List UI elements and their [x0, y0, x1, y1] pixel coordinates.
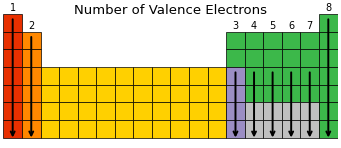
- Bar: [78, 102, 96, 120]
- Text: 8: 8: [325, 3, 331, 13]
- Bar: [282, 32, 300, 49]
- Bar: [300, 67, 319, 85]
- Bar: [208, 85, 226, 102]
- Bar: [152, 102, 170, 120]
- Bar: [282, 120, 300, 138]
- Bar: [3, 85, 22, 102]
- Bar: [245, 67, 263, 85]
- Bar: [152, 120, 170, 138]
- Bar: [319, 102, 338, 120]
- Bar: [78, 120, 96, 138]
- Text: 3: 3: [233, 21, 239, 31]
- Bar: [319, 85, 338, 102]
- Bar: [245, 120, 263, 138]
- Bar: [170, 85, 189, 102]
- Bar: [170, 67, 189, 85]
- Bar: [22, 102, 41, 120]
- Bar: [263, 120, 282, 138]
- Bar: [208, 102, 226, 120]
- Bar: [319, 120, 338, 138]
- Bar: [319, 32, 338, 49]
- Bar: [208, 120, 226, 138]
- Bar: [96, 67, 115, 85]
- Bar: [22, 85, 41, 102]
- Bar: [319, 67, 338, 85]
- Bar: [300, 49, 319, 67]
- Bar: [282, 67, 300, 85]
- Bar: [41, 102, 59, 120]
- Bar: [3, 67, 22, 85]
- Bar: [263, 85, 282, 102]
- Bar: [226, 49, 245, 67]
- Bar: [319, 49, 338, 67]
- Bar: [59, 102, 78, 120]
- Bar: [170, 102, 189, 120]
- Bar: [208, 67, 226, 85]
- Bar: [22, 32, 41, 49]
- Bar: [59, 85, 78, 102]
- Text: 6: 6: [288, 21, 294, 31]
- Bar: [152, 85, 170, 102]
- Bar: [263, 32, 282, 49]
- Bar: [319, 14, 338, 32]
- Bar: [59, 120, 78, 138]
- Bar: [133, 67, 152, 85]
- Bar: [300, 32, 319, 49]
- Bar: [78, 85, 96, 102]
- Bar: [226, 32, 245, 49]
- Bar: [115, 67, 133, 85]
- Bar: [41, 120, 59, 138]
- Bar: [300, 85, 319, 102]
- Bar: [152, 67, 170, 85]
- Text: 1: 1: [10, 3, 16, 13]
- Text: 5: 5: [269, 21, 276, 31]
- Text: Number of Valence Electrons: Number of Valence Electrons: [74, 4, 267, 17]
- Bar: [300, 120, 319, 138]
- Bar: [133, 85, 152, 102]
- Bar: [22, 49, 41, 67]
- Bar: [245, 102, 263, 120]
- Bar: [41, 85, 59, 102]
- Bar: [282, 49, 300, 67]
- Bar: [22, 120, 41, 138]
- Bar: [133, 102, 152, 120]
- Bar: [96, 85, 115, 102]
- Bar: [3, 14, 22, 32]
- Bar: [3, 32, 22, 49]
- Bar: [226, 85, 245, 102]
- Bar: [263, 67, 282, 85]
- Bar: [22, 67, 41, 85]
- Bar: [245, 49, 263, 67]
- Bar: [3, 102, 22, 120]
- Bar: [226, 102, 245, 120]
- Bar: [189, 67, 208, 85]
- Bar: [226, 120, 245, 138]
- Bar: [115, 120, 133, 138]
- Bar: [282, 102, 300, 120]
- Text: 4: 4: [251, 21, 257, 31]
- Bar: [3, 120, 22, 138]
- Bar: [226, 67, 245, 85]
- Bar: [96, 120, 115, 138]
- Bar: [41, 67, 59, 85]
- Bar: [300, 102, 319, 120]
- Bar: [96, 102, 115, 120]
- Bar: [282, 85, 300, 102]
- Bar: [189, 102, 208, 120]
- Bar: [115, 85, 133, 102]
- Bar: [78, 67, 96, 85]
- Bar: [263, 49, 282, 67]
- Bar: [133, 120, 152, 138]
- Bar: [189, 120, 208, 138]
- Bar: [189, 85, 208, 102]
- Bar: [3, 49, 22, 67]
- Bar: [245, 32, 263, 49]
- Text: 2: 2: [28, 21, 34, 31]
- Text: 7: 7: [307, 21, 313, 31]
- Bar: [170, 120, 189, 138]
- Bar: [115, 102, 133, 120]
- Bar: [245, 85, 263, 102]
- Bar: [59, 67, 78, 85]
- Bar: [263, 102, 282, 120]
